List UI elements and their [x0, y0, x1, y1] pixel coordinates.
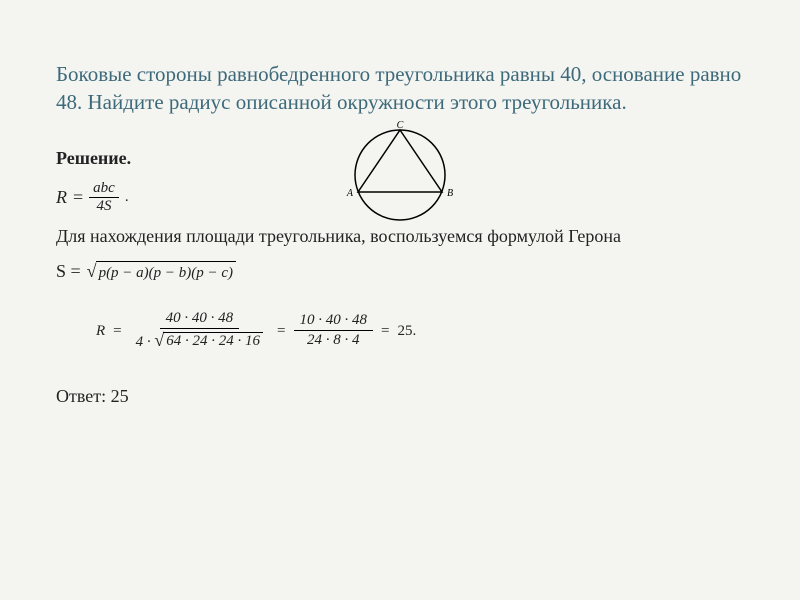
sqrt-denominator: √ 64 · 24 · 24 · 16 [154, 330, 263, 351]
answer-line: Ответ: 25 [56, 383, 744, 410]
triangle-in-circle-figure: C A B [345, 120, 455, 230]
s-equals: S = [56, 258, 81, 285]
frac1-den: 4 · √ 64 · 24 · 24 · 16 [130, 329, 269, 352]
numeric-evaluation-line: R = 40 · 40 · 48 4 · √ 64 · 24 · 24 · 16… [96, 309, 744, 353]
sqrt-heron: √ p(p − a)(p − b)(p − c) [87, 258, 236, 285]
frac2-den: 24 · 8 · 4 [301, 331, 366, 350]
formula-period: . [125, 186, 129, 209]
slide: Боковые стороны равнобедренного треуголь… [0, 0, 800, 600]
equals-sign-4: = [381, 320, 389, 343]
label-a: A [346, 188, 354, 199]
R-symbol: R [56, 184, 67, 211]
frac1-den-prefix: 4 · [136, 334, 155, 350]
problem-title: Боковые стороны равнобедренного треуголь… [56, 60, 744, 117]
frac-step1: 40 · 40 · 48 4 · √ 64 · 24 · 24 · 16 [130, 309, 269, 353]
fraction-numerator: abc [89, 180, 119, 198]
frac-step2: 10 · 40 · 48 24 · 8 · 4 [294, 311, 374, 351]
heron-radicand: p(p − a)(p − b)(p − c) [96, 261, 237, 286]
frac1-num: 40 · 40 · 48 [160, 309, 240, 329]
R-symbol-2: R [96, 320, 105, 343]
equals-sign-3: = [277, 320, 285, 343]
equals-sign-2: = [113, 320, 121, 343]
label-b: B [447, 188, 453, 199]
final-value: 25. [397, 320, 416, 343]
fraction-denominator: 4S [92, 198, 115, 215]
heron-formula-line: S = √ p(p − a)(p − b)(p − c) [56, 258, 744, 285]
label-c: C [397, 120, 404, 131]
equals-sign: = [73, 184, 83, 211]
answer-label: Ответ: [56, 386, 111, 406]
triangle-in-circle-svg: C A B [345, 120, 455, 230]
frac2-num: 10 · 40 · 48 [294, 311, 374, 331]
fraction-abc-over-4s: abc 4S [89, 180, 119, 216]
answer-value: 25 [111, 386, 129, 406]
den-radicand: 64 · 24 · 24 · 16 [163, 332, 263, 351]
